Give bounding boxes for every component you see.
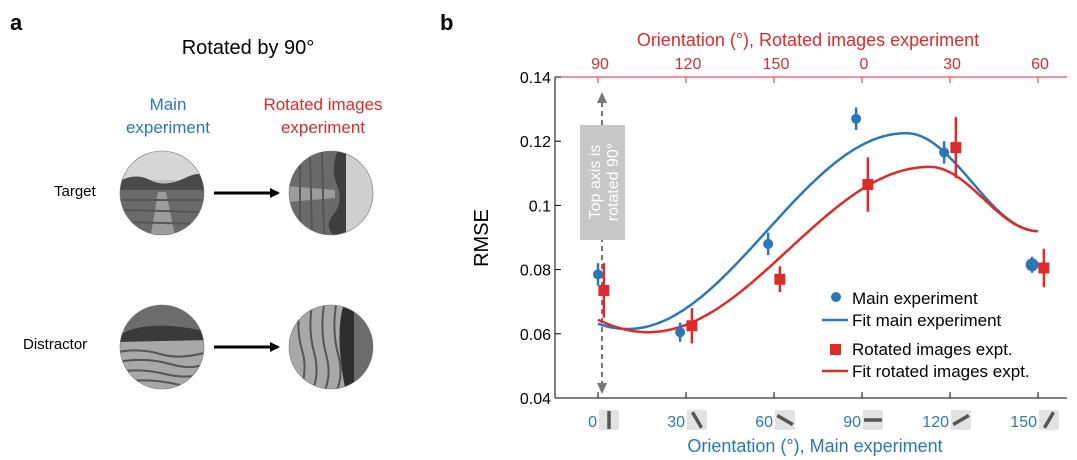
- y-tick-label: 0.12: [520, 134, 551, 151]
- orientation-bar: [1042, 411, 1056, 429]
- x-tick-label-bottom: 120: [922, 414, 949, 431]
- main-data-point: [851, 113, 862, 124]
- target-image: [120, 151, 204, 235]
- orientation-icon: [1039, 410, 1059, 430]
- rotated-data-point: [686, 320, 698, 332]
- orientation-bar: [952, 413, 970, 427]
- rotated-data-point: [950, 142, 962, 154]
- rotated-experiment-heading-line1: Rotated images: [263, 95, 382, 114]
- panel-b: b 0.04 0.06 0.08 0.1 0.12 0.14 RMSE 0 30 60 90 120 1…: [440, 10, 1067, 456]
- main-data-point: [593, 269, 603, 280]
- orientation-icon: [775, 410, 795, 430]
- y-axis-label: RMSE: [471, 209, 493, 267]
- main-data-point: [675, 327, 686, 338]
- fit-main-experiment-curve: [597, 131, 1039, 331]
- annotation-text-line2: rotated 90°: [605, 143, 622, 221]
- rotated-data-point: [774, 273, 786, 285]
- x-tick-label-top: 90: [591, 56, 609, 73]
- orientation-icon: [951, 410, 971, 430]
- x-tick-label-bottom: 60: [755, 414, 773, 431]
- rmse-chart: 0.04 0.06 0.08 0.1 0.12 0.14 RMSE 0 30 60 90 120 150…: [471, 30, 1067, 456]
- panel-b-letter: b: [440, 10, 453, 35]
- orientation-bar: [690, 411, 704, 429]
- orientation-icon: [687, 410, 707, 430]
- x-axis-bottom-label: Orientation (°), Main experiment: [687, 436, 942, 456]
- annotation-text-line1: Top axis is: [587, 145, 604, 220]
- panel-a: a Rotated by 90° Main experiment Rotated…: [10, 10, 383, 390]
- orientation-icon: [863, 410, 883, 430]
- distractor-row-label: Distractor: [23, 336, 87, 353]
- x-tick-label-bottom: 90: [843, 414, 861, 431]
- legend-main-fit-label: Fit main experiment: [852, 311, 1002, 330]
- rotated-data-point: [598, 284, 610, 296]
- x-tick-label-top: 120: [675, 56, 702, 73]
- y-tick-label: 0.06: [520, 327, 551, 344]
- legend-main-marker: [831, 292, 841, 302]
- panel-a-title: Rotated by 90°: [182, 37, 315, 59]
- x-tick-label-bottom: 30: [667, 414, 685, 431]
- annotation-box: [580, 125, 625, 240]
- rotated-experiment-heading-line2: experiment: [281, 118, 365, 137]
- chart-legend: Main experiment Fit main experiment Rotate…: [822, 289, 1030, 381]
- x-tick-label-bottom: 0: [588, 414, 597, 431]
- x-tick-label-top: 30: [943, 56, 961, 73]
- x-tick-label-bottom: 150: [1010, 414, 1037, 431]
- annotation-arrowhead-up: [597, 92, 607, 103]
- y-tick-label: 0.14: [520, 70, 551, 87]
- target-row-label: Target: [54, 183, 97, 200]
- panel-a-letter: a: [10, 10, 23, 35]
- y-tick-label: 0.1: [529, 198, 551, 215]
- annotation-arrowhead-down: [597, 383, 607, 394]
- rotated-data-point: [1038, 262, 1050, 274]
- main-data-point: [939, 147, 950, 158]
- rotated-data-point: [862, 179, 874, 191]
- orientation-bar: [776, 413, 794, 427]
- legend-rotated-marker: [830, 344, 841, 355]
- main-experiment-heading-line1: Main: [150, 95, 187, 114]
- fit-rotated-images-curve: [597, 165, 1039, 334]
- main-data-point: [763, 238, 774, 249]
- legend-main-label: Main experiment: [852, 289, 978, 308]
- main-data-point: [1025, 258, 1039, 272]
- target-rotated-image: [289, 151, 373, 235]
- y-tick-label: 0.04: [520, 391, 551, 408]
- distractor-rotated-image: [289, 305, 373, 389]
- legend-rotated-label: Rotated images expt.: [852, 340, 1013, 359]
- main-experiment-heading-line2: experiment: [126, 118, 210, 137]
- orientation-icon: [599, 410, 619, 430]
- legend-rotated-fit-label: Fit rotated images expt.: [852, 362, 1030, 381]
- x-tick-label-top: 60: [1031, 56, 1049, 73]
- y-tick-label: 0.08: [520, 263, 551, 280]
- distractor-image: [120, 305, 204, 389]
- x-tick-label-top: 150: [763, 56, 790, 73]
- x-tick-label-top: 0: [860, 56, 869, 73]
- x-axis-top-label: Orientation (°), Rotated images experime…: [637, 30, 979, 50]
